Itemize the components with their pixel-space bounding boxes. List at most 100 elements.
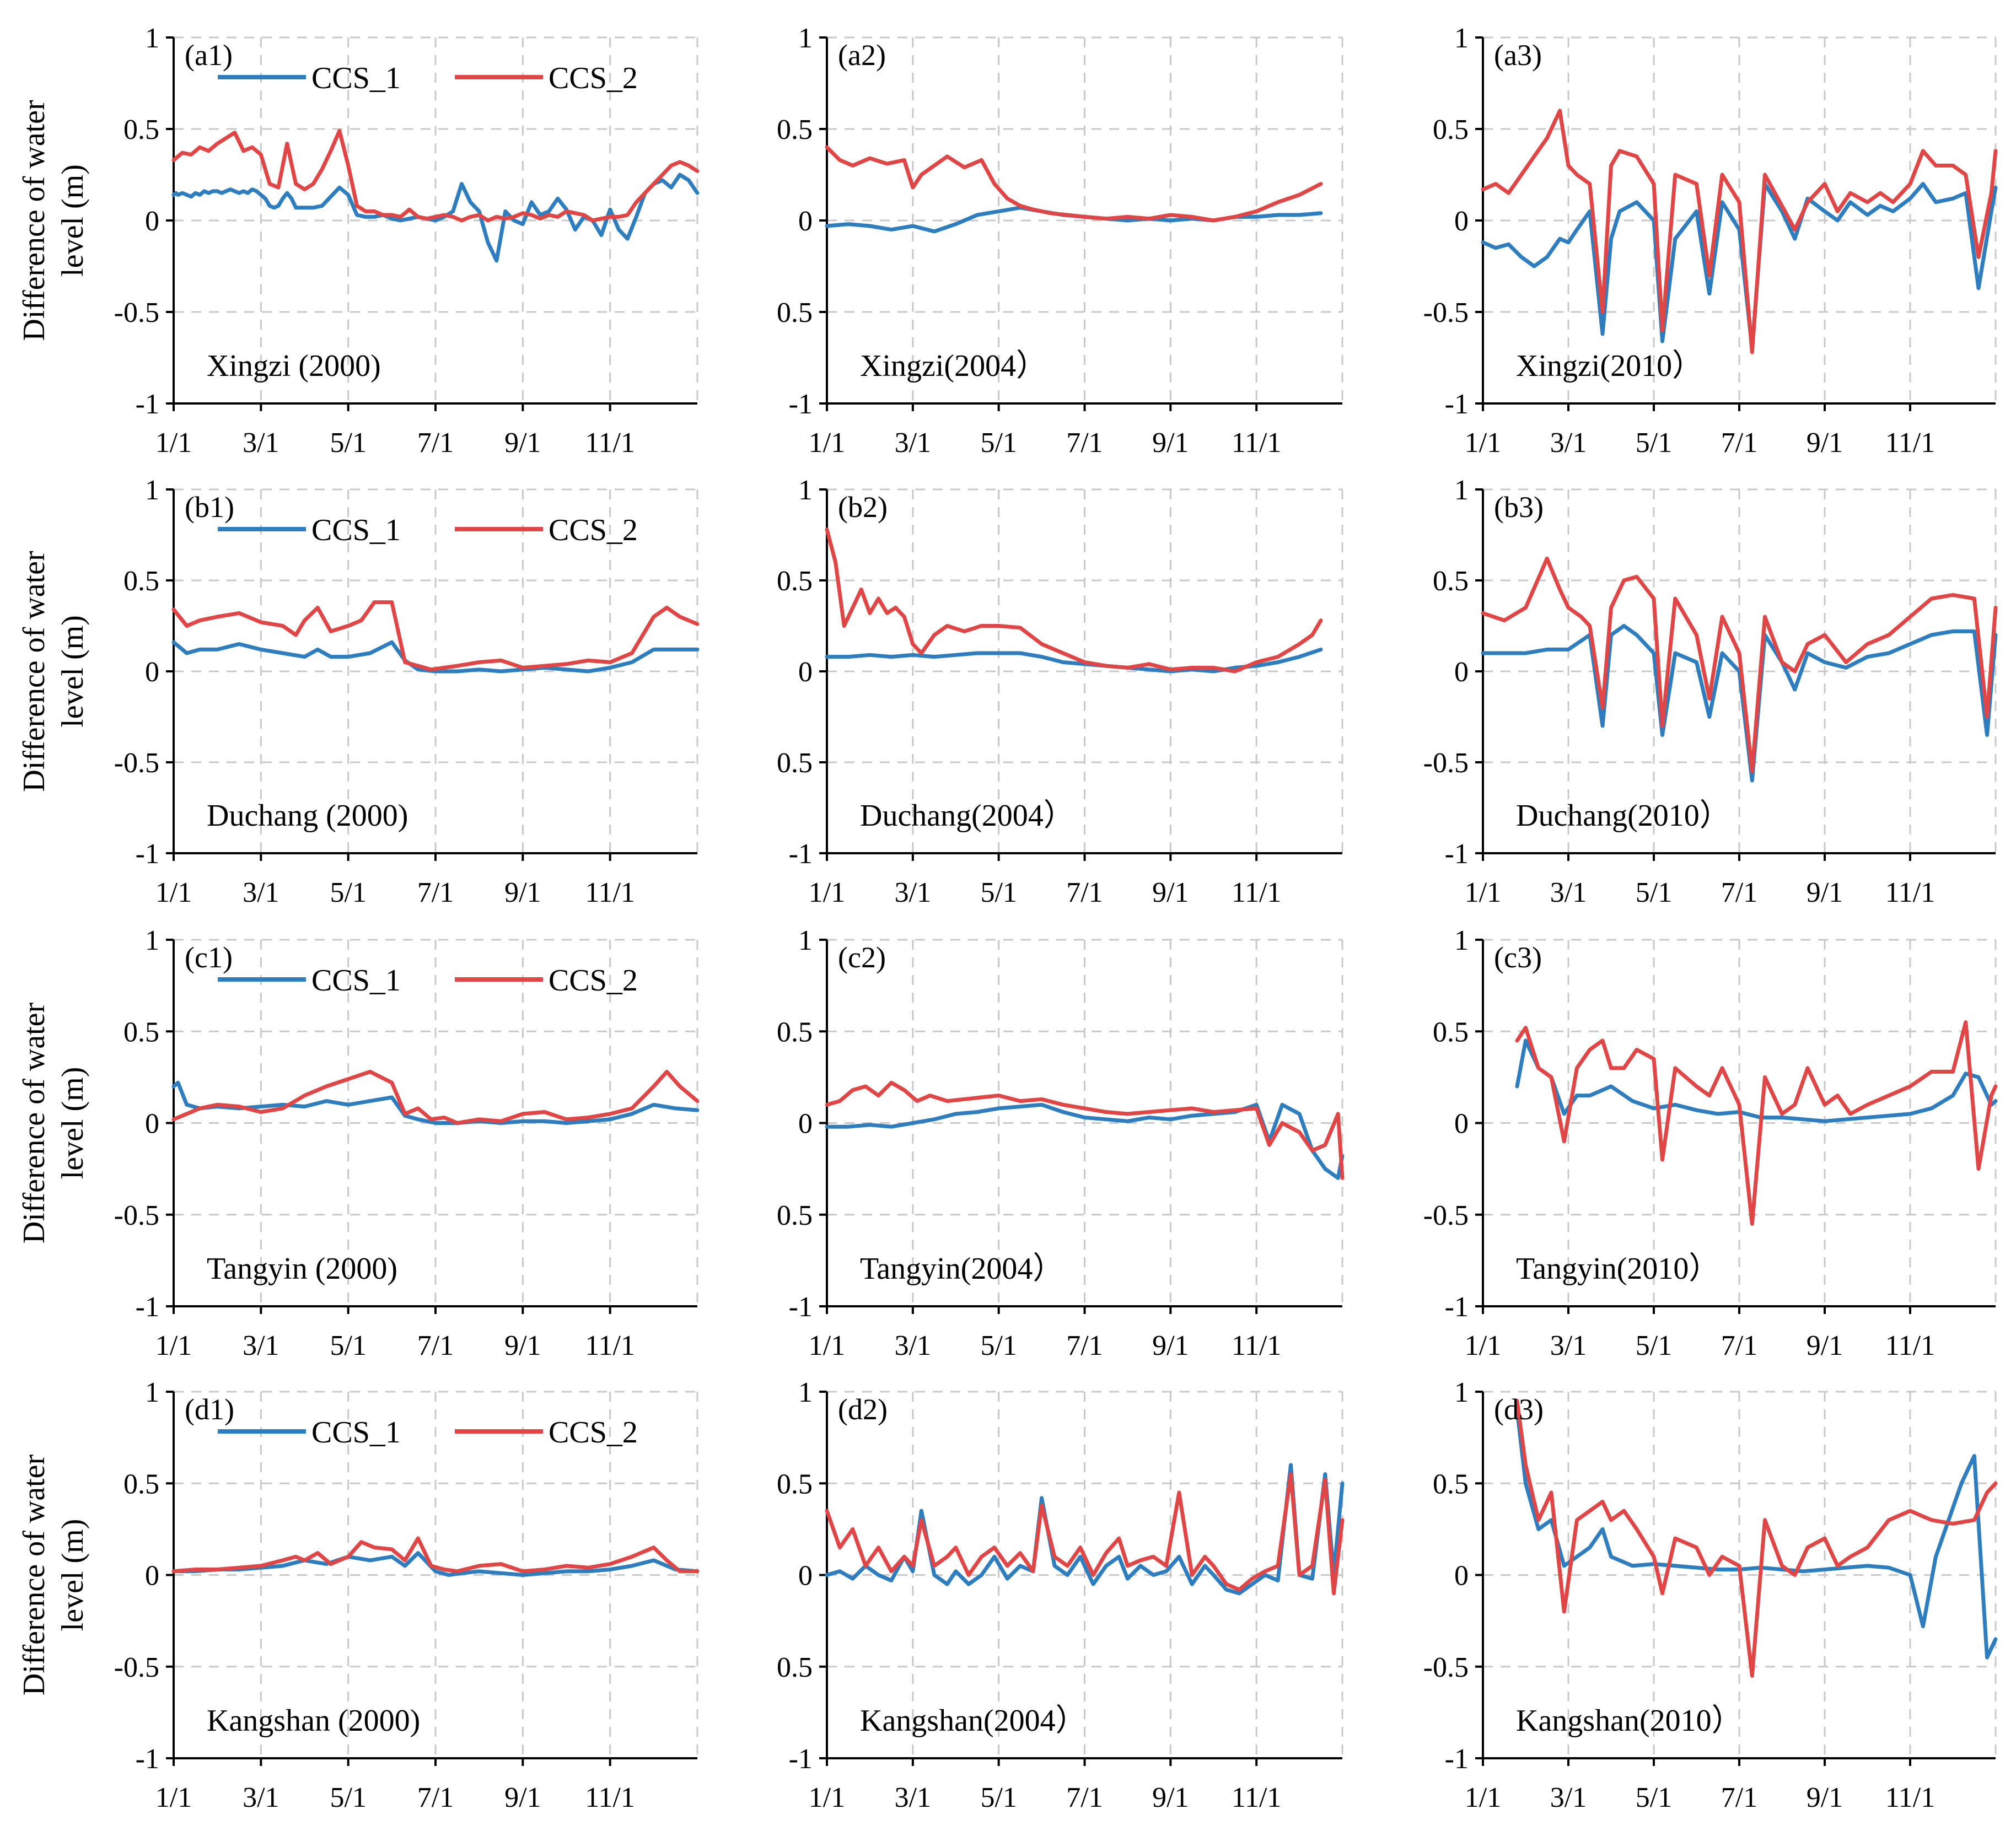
site-label: Duchang(2004）	[860, 799, 1074, 833]
y-tick-label: 0.5	[777, 1016, 813, 1048]
x-tick-label: 1/1	[809, 877, 845, 908]
y-tick-label: 1	[1454, 1377, 1469, 1408]
x-tick-label: 9/1	[504, 877, 541, 908]
y-tick-label: 0.5	[777, 297, 813, 329]
y-axis-title: level (m)	[56, 1067, 90, 1180]
y-tick-label: -0.5	[1423, 297, 1469, 329]
legend-label-ccs1: CCS_1	[311, 513, 401, 547]
panel-d1: 1 0.5 0 -0.5 -1 1/1 3/1 5/1 7/1 9/1 11/1 (d1) Kangsh…	[17, 1377, 700, 1813]
series-line-ccs1	[825, 1102, 1345, 1180]
legend-label-ccs2: CCS_2	[549, 513, 638, 547]
y-tick-label: 0.5	[123, 1468, 159, 1500]
series-line-ccs2	[825, 527, 1323, 674]
site-label: Tangyin (2000)	[207, 1252, 397, 1286]
x-tick-label: 5/1	[1636, 1782, 1672, 1813]
panel-b1: 1 0.5 0 -0.5 -1 1/1 3/1 5/1 7/1 9/1 11/1 (b1) Duchan…	[17, 475, 700, 908]
x-tick-label: 3/1	[1550, 1330, 1587, 1361]
y-axis-title: level (m)	[56, 164, 90, 277]
x-tick-label: 7/1	[417, 877, 454, 908]
panel-tag: (d1)	[185, 1393, 234, 1426]
y-tick-label: 0	[798, 1108, 813, 1140]
y-axis-title: Difference of water	[17, 100, 51, 341]
x-tick-label: 9/1	[1152, 877, 1189, 908]
y-tick-label: -0.5	[1423, 1652, 1469, 1683]
panel-tag: (a3)	[1494, 39, 1542, 72]
y-tick-label: 0	[798, 656, 813, 688]
x-tick-label: 5/1	[330, 1782, 366, 1813]
x-tick-label: 9/1	[504, 427, 541, 459]
x-tick-label: 3/1	[895, 1330, 931, 1361]
y-tick-label: -0.5	[1423, 1200, 1469, 1231]
series-line-ccs2	[171, 600, 700, 672]
x-tick-label: 11/1	[1885, 427, 1936, 459]
y-tick-label: 0.5	[123, 566, 159, 597]
x-tick-label: 11/1	[1885, 1782, 1936, 1813]
x-tick-label: 3/1	[895, 427, 931, 459]
panel-tag: (d2)	[838, 1393, 888, 1426]
y-tick-label: 0	[1454, 1108, 1469, 1140]
x-tick-label: 11/1	[1232, 1330, 1282, 1361]
panel-tag: (a2)	[838, 39, 886, 72]
x-tick-label: 1/1	[1465, 877, 1501, 908]
y-tick-label: 0	[145, 206, 159, 237]
y-tick-label: 1	[145, 23, 159, 54]
y-tick-label: 0.5	[777, 1200, 813, 1231]
y-tick-label: 1	[798, 23, 813, 54]
y-tick-label: 0.5	[123, 1016, 159, 1048]
x-tick-label: 9/1	[1152, 1782, 1189, 1813]
y-tick-label: -1	[789, 838, 813, 870]
legend-label-ccs2: CCS_2	[549, 61, 638, 95]
panel-c3: 1 0.5 0 -0.5 -1 1/1 3/1 5/1 7/1 9/1 11/1 (c3) Tangyi…	[1423, 925, 1998, 1361]
panel-a3: 1 0.5 0 -0.5 -1 1/1 3/1 5/1 7/1 9/1 11/1 (a3) Xingzi…	[1423, 23, 1998, 459]
series-line-ccs2	[171, 128, 700, 223]
x-tick-label: 9/1	[1152, 427, 1189, 459]
y-tick-label: -1	[1445, 838, 1469, 870]
x-tick-label: 11/1	[585, 1330, 635, 1361]
y-tick-label: 0.5	[777, 1468, 813, 1500]
y-tick-label: 1	[1454, 23, 1469, 54]
x-tick-label: 9/1	[1807, 427, 1843, 459]
y-tick-label: 1	[798, 1377, 813, 1408]
x-tick-label: 9/1	[504, 1782, 541, 1813]
panel-c1: 1 0.5 0 -0.5 -1 1/1 3/1 5/1 7/1 9/1 11/1 (c1) Tangyi…	[17, 925, 700, 1361]
x-tick-label: 7/1	[1066, 1330, 1103, 1361]
x-tick-label: 11/1	[585, 877, 635, 908]
y-tick-label: 0	[145, 1560, 159, 1592]
x-tick-label: 7/1	[417, 1782, 454, 1813]
panel-d3: 1 0.5 0 -0.5 -1 1/1 3/1 5/1 7/1 9/1 11/1 (d3) Kangsh…	[1423, 1377, 1998, 1813]
site-label: Xingzi(2010）	[1516, 349, 1703, 383]
panel-b3: 1 0.5 0 -0.5 -1 1/1 3/1 5/1 7/1 9/1 11/1 (b3) Duchan…	[1423, 475, 1998, 908]
x-tick-label: 7/1	[417, 427, 454, 459]
y-tick-label: -0.5	[1423, 747, 1469, 779]
x-tick-label: 9/1	[1152, 1330, 1189, 1361]
site-label: Duchang (2000)	[207, 799, 408, 833]
series-line-ccs1	[825, 206, 1323, 234]
x-tick-label: 11/1	[1232, 1782, 1282, 1813]
series-line-ccs1	[171, 1551, 700, 1577]
y-tick-label: 0.5	[777, 747, 813, 779]
x-tick-label: 3/1	[243, 1330, 279, 1361]
y-tick-label: 1	[798, 475, 813, 506]
panel-tag: (b1)	[185, 491, 234, 524]
site-label: Tangyin(2004）	[860, 1252, 1063, 1286]
panel-tag: (b2)	[838, 491, 888, 524]
panel-c2: 1 0.5 0 0.5 -1 1/1 3/1 5/1 7/1 9/1 11/1 (c2) Tangyin…	[777, 925, 1345, 1361]
y-tick-label: -0.5	[114, 1652, 159, 1683]
panel-b2: 1 0.5 0 0.5 -1 1/1 3/1 5/1 7/1 9/1 11/1 (b2) Duchang…	[777, 475, 1343, 908]
site-label: Kangshan(2004）	[860, 1704, 1087, 1738]
series-line-ccs2	[171, 1069, 700, 1125]
series-line-ccs2	[171, 1536, 700, 1574]
y-tick-label: 1	[1454, 475, 1469, 506]
y-tick-label: 1	[145, 925, 159, 956]
x-tick-label: 5/1	[980, 877, 1017, 908]
site-label: Xingzi(2004）	[860, 349, 1047, 383]
y-tick-label: -0.5	[114, 297, 159, 329]
x-tick-label: 5/1	[980, 1782, 1017, 1813]
y-tick-label: -1	[789, 1291, 813, 1323]
y-tick-label: 0	[798, 1560, 813, 1592]
x-tick-label: 7/1	[1066, 1782, 1103, 1813]
x-tick-label: 3/1	[895, 877, 931, 908]
x-tick-label: 3/1	[895, 1782, 931, 1813]
x-tick-label: 3/1	[1550, 1782, 1587, 1813]
